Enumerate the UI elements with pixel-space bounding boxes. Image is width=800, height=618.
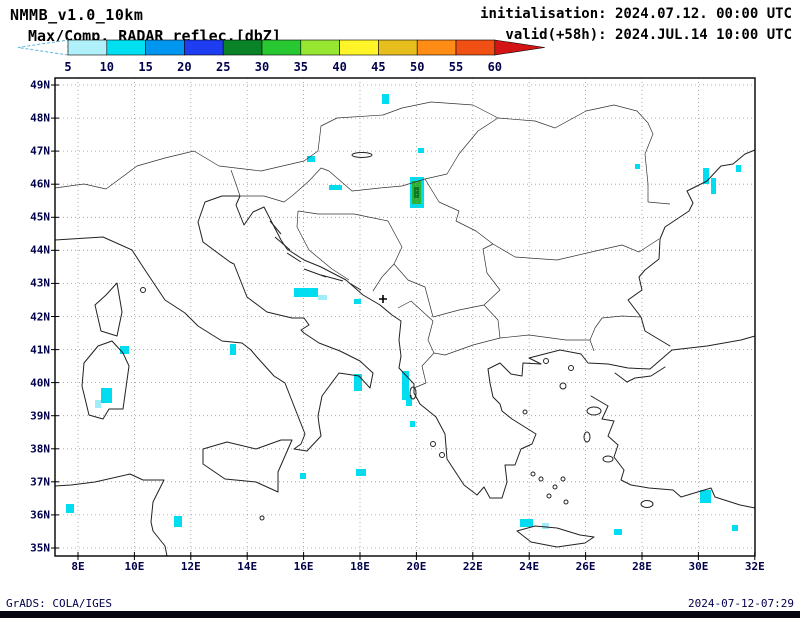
colorbar-tick-label: 55 bbox=[449, 60, 463, 74]
radar-echo bbox=[174, 516, 182, 527]
lon-label: 16E bbox=[293, 560, 314, 573]
lat-label: 41N bbox=[30, 343, 50, 357]
radar-echo bbox=[614, 529, 622, 535]
grid-layer bbox=[51, 78, 756, 560]
radar-echo bbox=[101, 388, 112, 403]
lat-label: 49N bbox=[30, 78, 50, 92]
radar-echo bbox=[95, 400, 101, 408]
colorbar-segment bbox=[416, 39, 457, 56]
radar-echo bbox=[700, 490, 711, 503]
lat-label: 36N bbox=[30, 508, 50, 522]
radar-echo bbox=[294, 288, 318, 297]
radar-echo bbox=[732, 525, 738, 531]
colorbar-tick-label: 45 bbox=[371, 60, 385, 74]
radar-echo bbox=[356, 469, 366, 476]
radar-echo bbox=[318, 295, 327, 300]
lon-label: 14E bbox=[237, 560, 258, 573]
lat-label: 43N bbox=[30, 276, 50, 290]
lat-label: 42N bbox=[30, 310, 50, 323]
bottom-bar bbox=[0, 611, 800, 618]
lon-label: 12E bbox=[180, 560, 201, 573]
model-title: NMMB_v1.0_10km bbox=[10, 6, 144, 24]
lon-label: 10E bbox=[124, 560, 145, 573]
lat-label: 38N bbox=[30, 442, 50, 456]
colorbar-tick-label: 15 bbox=[138, 60, 152, 74]
islands-layer bbox=[140, 152, 654, 521]
colorbar-left-arrow bbox=[17, 39, 69, 56]
lon-label: 26E bbox=[575, 560, 596, 573]
lat-label: 35N bbox=[30, 541, 50, 555]
colorbar-tick-label: 20 bbox=[177, 60, 191, 74]
radar-echo bbox=[410, 421, 415, 427]
lon-label: 32E bbox=[744, 560, 765, 573]
lon-label: 8E bbox=[71, 560, 85, 573]
lon-label: 24E bbox=[519, 560, 540, 573]
radar-echo bbox=[300, 473, 306, 479]
lat-label: 37N bbox=[30, 475, 50, 489]
radar-echo bbox=[635, 164, 640, 169]
colorbar-tick-label: 10 bbox=[100, 60, 114, 74]
radar-echo bbox=[66, 504, 74, 513]
radar-echo bbox=[418, 148, 424, 153]
lat-label: 44N bbox=[30, 243, 50, 257]
grads-stamp: GrADS: COLA/IGES bbox=[6, 597, 112, 610]
lon-label: 18E bbox=[350, 560, 370, 573]
colorbar-tick-label: 50 bbox=[410, 60, 424, 74]
lon-label: 22E bbox=[462, 560, 483, 573]
colorbar-tick-label: 35 bbox=[294, 60, 308, 74]
lat-label: 46N bbox=[30, 177, 50, 191]
init-time: initialisation: 2024.07.12. 00:00 UTC bbox=[480, 6, 792, 22]
colorbar-segment bbox=[184, 39, 224, 56]
station-marker-layer bbox=[379, 295, 387, 303]
lat-label: 45N bbox=[30, 210, 50, 224]
colorbar-tick-label: 30 bbox=[255, 60, 269, 74]
creation-timestamp: 2024-07-12-07:29 bbox=[688, 597, 794, 610]
lat-label: 48N bbox=[30, 111, 50, 125]
colorbar-segment bbox=[67, 39, 108, 56]
colorbar-tick-label: 40 bbox=[332, 60, 346, 74]
radar-echo bbox=[703, 168, 709, 184]
valid-time: valid(+58h): 2024.JUL.14 10:00 UTC bbox=[505, 27, 792, 43]
colorbar-segment bbox=[378, 39, 418, 56]
radar-echo-layer bbox=[66, 94, 741, 535]
radar-echo bbox=[354, 374, 362, 391]
radar-echo bbox=[230, 344, 236, 355]
map-frame bbox=[54, 77, 756, 557]
lat-label: 39N bbox=[30, 409, 50, 423]
plus-marker bbox=[379, 295, 387, 303]
radar-echo bbox=[120, 346, 129, 354]
colorbar-segment bbox=[455, 39, 496, 56]
radar-echo bbox=[307, 156, 315, 162]
colorbar-segment bbox=[300, 39, 340, 56]
colorbar-segment bbox=[222, 39, 263, 56]
radar-echo bbox=[402, 371, 409, 400]
radar-echo bbox=[711, 178, 716, 194]
radar-echo bbox=[736, 165, 741, 172]
radar-echo bbox=[414, 187, 419, 198]
colorbar-segment bbox=[339, 39, 379, 56]
lon-label: 30E bbox=[688, 560, 709, 573]
colorbar: 5 10 15 20 25 30 35 40 45 50 55 60 bbox=[17, 39, 545, 74]
colorbar-right-arrow bbox=[494, 39, 545, 56]
coastline-layer bbox=[54, 149, 756, 557]
lon-label: 20E bbox=[406, 560, 427, 573]
colorbar-segment bbox=[145, 39, 185, 56]
radar-echo bbox=[329, 185, 342, 190]
lat-label: 47N bbox=[30, 144, 50, 158]
radar-echo bbox=[382, 94, 389, 104]
colorbar-segment bbox=[106, 39, 146, 56]
colorbar-tick-label: 25 bbox=[216, 60, 230, 74]
radar-echo bbox=[354, 299, 361, 304]
lon-label: 28E bbox=[632, 560, 652, 573]
country-border-layer bbox=[54, 101, 671, 389]
radar-echo bbox=[542, 523, 549, 529]
colorbar-segment bbox=[261, 39, 302, 56]
weather-map bbox=[51, 77, 756, 560]
radar-echo bbox=[520, 519, 533, 527]
colorbar-tick-label: 60 bbox=[488, 60, 502, 74]
lat-label: 40N bbox=[30, 376, 50, 390]
colorbar-tick-label: 5 bbox=[64, 60, 71, 74]
radar-echo bbox=[406, 395, 412, 406]
